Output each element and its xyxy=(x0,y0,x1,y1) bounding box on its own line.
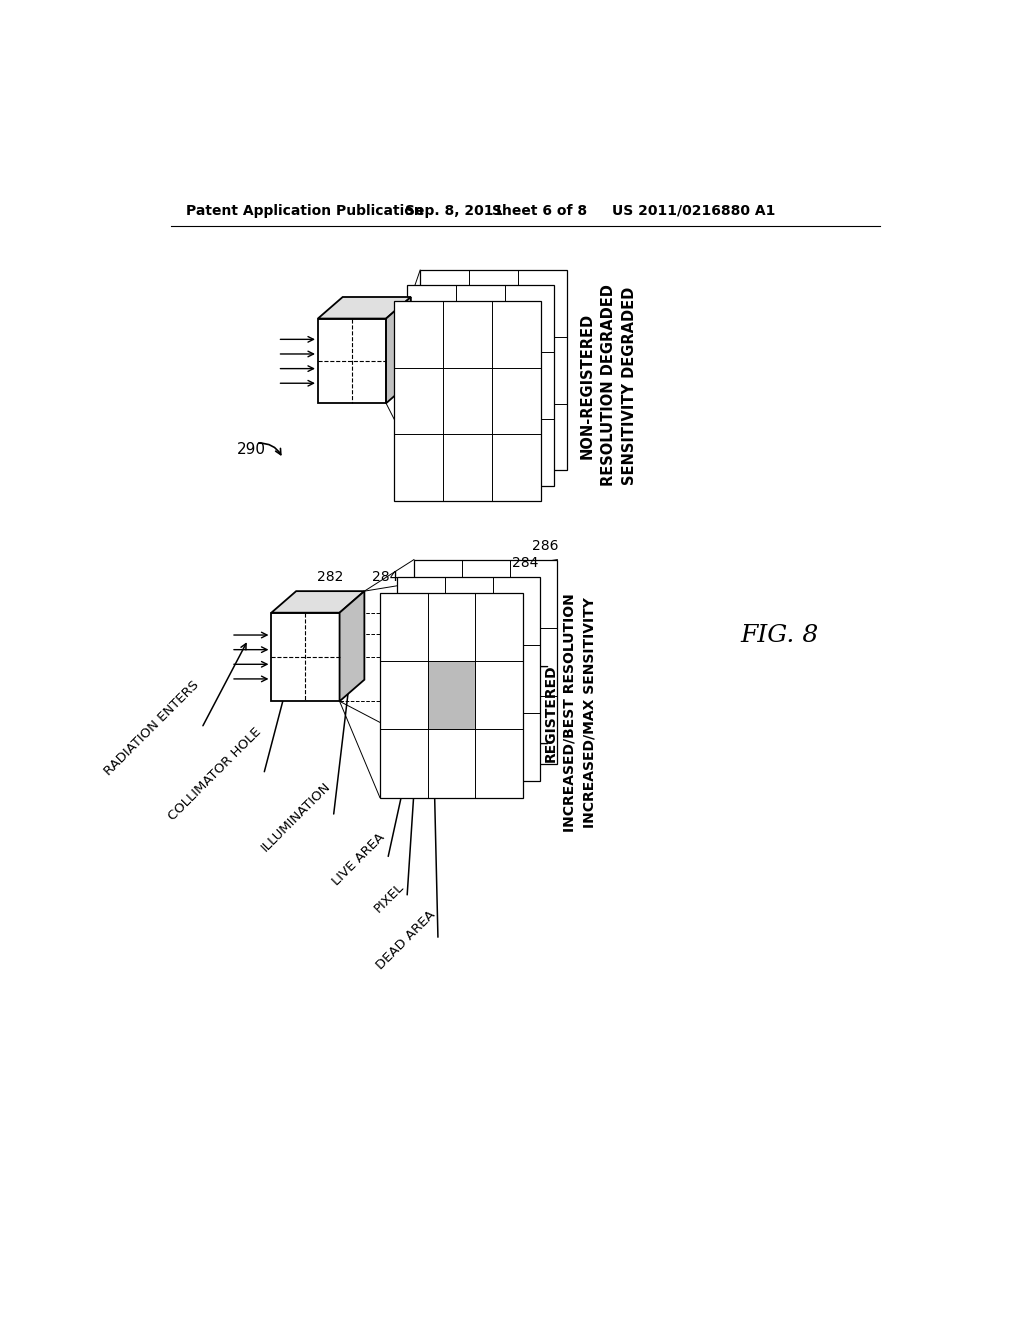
Polygon shape xyxy=(407,285,554,486)
Text: Patent Application Publication: Patent Application Publication xyxy=(186,203,424,218)
Text: US 2011/0216880 A1: US 2011/0216880 A1 xyxy=(612,203,776,218)
Text: 284: 284 xyxy=(512,556,538,570)
Polygon shape xyxy=(317,318,386,404)
Polygon shape xyxy=(271,612,340,701)
Text: 284: 284 xyxy=(372,570,398,585)
Text: COLLIMATOR HOLE: COLLIMATOR HOLE xyxy=(166,726,263,824)
Polygon shape xyxy=(428,661,475,730)
Text: NON-REGISTERED
RESOLUTION DEGRADED
SENSITIVITY DEGRADED: NON-REGISTERED RESOLUTION DEGRADED SENSI… xyxy=(580,285,637,487)
Polygon shape xyxy=(397,577,541,780)
Text: LIVE AREA: LIVE AREA xyxy=(330,830,388,888)
Polygon shape xyxy=(386,297,411,404)
Polygon shape xyxy=(420,271,567,470)
Polygon shape xyxy=(317,297,411,318)
Text: REGISTERED
INCREASED/BEST RESOLUTION
INCREASED/MAX SENSITIVITY: REGISTERED INCREASED/BEST RESOLUTION INC… xyxy=(544,594,596,832)
Text: FIG. 8: FIG. 8 xyxy=(740,624,818,647)
Text: 286: 286 xyxy=(532,539,559,553)
Text: 282: 282 xyxy=(317,570,343,585)
Polygon shape xyxy=(414,560,557,763)
Polygon shape xyxy=(380,594,523,797)
Text: DEAD AREA: DEAD AREA xyxy=(374,908,438,972)
Polygon shape xyxy=(394,301,541,502)
Text: ILLUMINATION: ILLUMINATION xyxy=(259,780,334,854)
Text: 290: 290 xyxy=(237,442,265,457)
Text: PIXEL: PIXEL xyxy=(372,880,407,915)
Polygon shape xyxy=(340,591,365,701)
Polygon shape xyxy=(271,591,365,612)
Text: Sep. 8, 2011: Sep. 8, 2011 xyxy=(406,203,504,218)
Text: Sheet 6 of 8: Sheet 6 of 8 xyxy=(493,203,588,218)
Text: RADIATION ENTERS: RADIATION ENTERS xyxy=(102,678,202,777)
